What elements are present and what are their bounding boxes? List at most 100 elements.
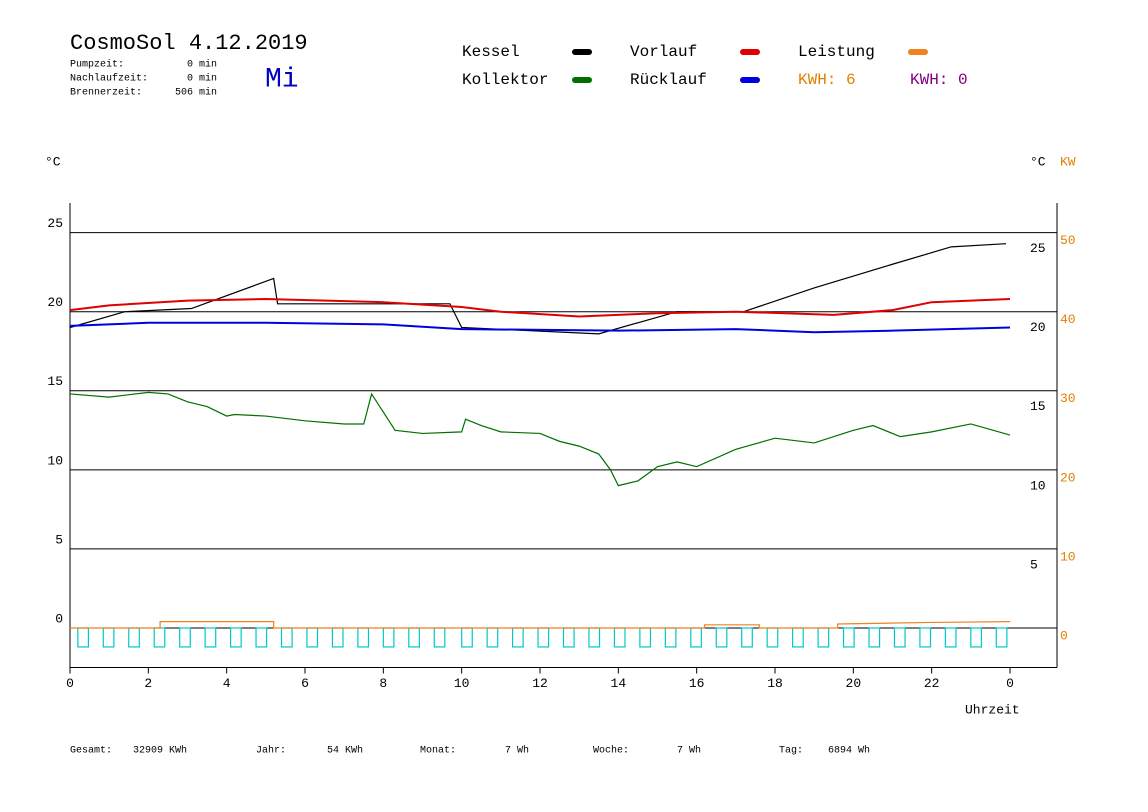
pump-pulse — [128, 627, 140, 648]
x-tick-label: 14 — [611, 676, 627, 691]
y2-tick-label: 20 — [1060, 470, 1076, 485]
pump-pulse — [433, 627, 446, 648]
info-label: Pumpzeit: — [70, 59, 124, 71]
pump-pulse — [690, 627, 702, 648]
pump-pulse — [639, 627, 652, 648]
pump-pulse — [255, 627, 268, 648]
series-line — [69, 321, 1011, 334]
legend-label: Rücklauf — [630, 71, 707, 89]
footer-label: Jahr: — [256, 745, 286, 757]
pump-pulse — [511, 627, 524, 648]
x-tick-label: 2 — [144, 676, 152, 691]
footer-label: Woche: — [593, 745, 629, 757]
footer-value: 54 KWh — [327, 745, 363, 757]
y-tick-label: 5 — [55, 532, 63, 547]
footer-value: 7 Wh — [677, 745, 701, 757]
pump-pulse — [461, 627, 473, 648]
x-axis-label: Uhrzeit — [965, 702, 1020, 717]
info-label: Nachlaufzeit: — [70, 73, 148, 85]
y-tick-label: 0 — [55, 611, 63, 626]
y-unit-right: °C — [1030, 154, 1046, 169]
y-right-tick-label: 5 — [1030, 557, 1038, 572]
pump-pulse — [77, 627, 90, 648]
pump-pulse — [766, 627, 779, 648]
pump-pulse — [229, 627, 242, 648]
pump-pulse — [102, 627, 115, 648]
pump-pulse — [179, 627, 191, 648]
x-tick-label: 8 — [379, 676, 387, 691]
pump-pulse — [715, 627, 728, 648]
legend-label: Vorlauf — [630, 43, 697, 61]
footer-value: 7 Wh — [505, 745, 529, 757]
pump-pulse — [893, 627, 906, 648]
pump-pulse — [153, 627, 166, 648]
pump-pulse — [382, 627, 395, 648]
x-tick-label: 10 — [454, 676, 470, 691]
pump-pulse — [842, 627, 855, 648]
y-tick-label: 10 — [47, 453, 63, 468]
footer-label: Tag: — [779, 746, 803, 757]
x-tick-label: 16 — [689, 676, 705, 691]
pump-pulse — [919, 627, 932, 648]
y-right-tick-label: 15 — [1030, 399, 1046, 414]
y-tick-label: 15 — [47, 374, 63, 389]
pump-pulse — [204, 627, 217, 648]
x-tick-label: 0 — [66, 676, 74, 691]
y2-unit: KW — [1060, 154, 1076, 169]
y-right-tick-label: 25 — [1030, 241, 1046, 256]
info-value: 0 min — [187, 59, 217, 71]
weekday: Mi — [265, 64, 299, 95]
y-right-tick-label: 20 — [1030, 320, 1046, 335]
x-tick-label: 0 — [1006, 676, 1014, 691]
pump-pulse — [537, 627, 550, 648]
series-line — [69, 243, 1007, 335]
y2-tick-label: 0 — [1060, 628, 1068, 643]
footer-value: 32909 KWh — [133, 745, 187, 757]
kwh-label: KWH: 0 — [910, 71, 968, 89]
footer-value: 6894 Wh — [828, 745, 870, 757]
legend-label: Kessel — [462, 43, 520, 61]
info-value: 506 min — [175, 87, 217, 99]
pump-pulse — [944, 627, 957, 648]
series-line — [69, 298, 1011, 318]
pump-pulse — [817, 627, 830, 648]
pump-pulse — [995, 627, 1008, 648]
x-tick-label: 4 — [223, 676, 231, 691]
pump-pulse — [970, 627, 983, 648]
x-tick-label: 6 — [301, 676, 309, 691]
pump-pulse — [613, 627, 626, 648]
y2-tick-label: 30 — [1060, 391, 1076, 406]
chart-title: CosmoSol 4.12.2019 — [70, 31, 308, 56]
pump-pulse — [486, 627, 499, 648]
footer-label: Gesamt: — [70, 746, 112, 757]
pump-pulse — [280, 627, 293, 648]
series-line — [70, 621, 1011, 629]
pump-pulse — [357, 627, 370, 648]
pump-pulse — [792, 627, 804, 648]
y-unit: °C — [45, 154, 61, 169]
y-right-tick-label: 10 — [1030, 478, 1046, 493]
info-label: Brennerzeit: — [70, 87, 142, 99]
y-tick-label: 20 — [47, 295, 63, 310]
y-tick-label: 25 — [47, 216, 63, 231]
pump-pulse — [664, 627, 677, 648]
pump-pulse — [408, 627, 420, 648]
legend-label: Leistung — [798, 43, 875, 61]
pump-pulse — [741, 627, 753, 648]
pump-pulse — [306, 627, 319, 648]
pump-pulse — [588, 627, 601, 648]
y2-tick-label: 50 — [1060, 233, 1076, 248]
x-tick-label: 20 — [846, 676, 862, 691]
x-tick-label: 12 — [532, 676, 548, 691]
kwh-label: KWH: 6 — [798, 71, 856, 89]
series-line — [69, 391, 1011, 487]
footer-label: Monat: — [420, 746, 456, 757]
legend-label: Kollektor — [462, 71, 548, 89]
pump-pulse — [868, 627, 881, 648]
pump-pulse — [331, 627, 344, 648]
y2-tick-label: 40 — [1060, 312, 1076, 327]
x-tick-label: 22 — [924, 676, 940, 691]
x-tick-label: 18 — [767, 676, 783, 691]
